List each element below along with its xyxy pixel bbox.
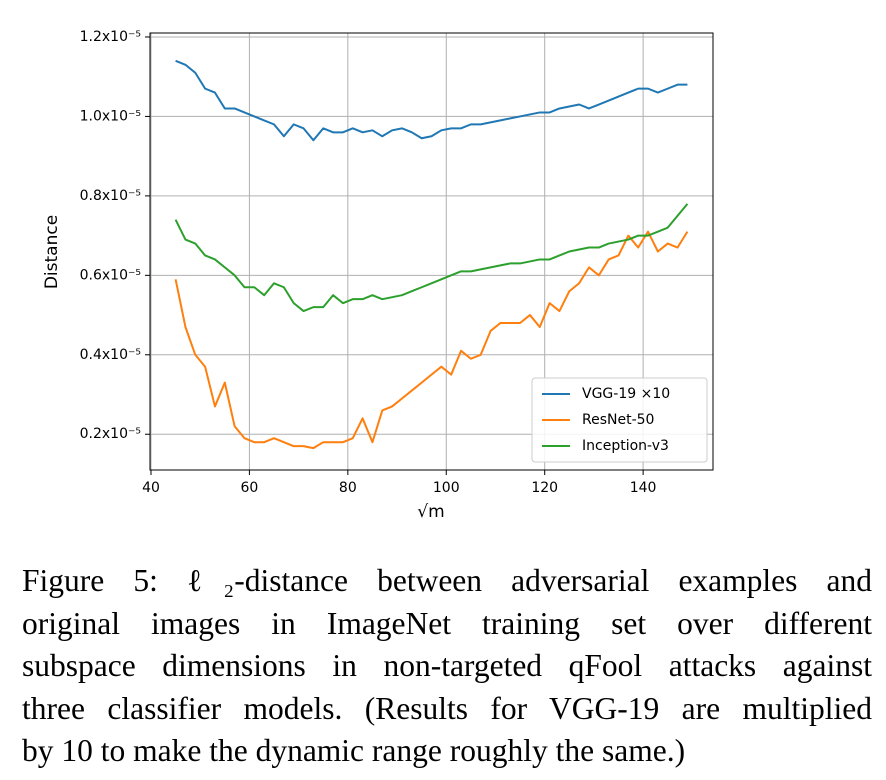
plot-frame	[149, 32, 714, 471]
x-tick-label: 140	[630, 480, 657, 496]
y-tick-label: 0.2x10⁻⁵	[80, 426, 141, 442]
y-axis-label: Distance	[42, 215, 62, 289]
x-tick-label: 40	[142, 480, 160, 496]
y-tick-label: 0.6x10⁻⁵	[80, 267, 141, 283]
legend: VGG-19 ×10 ResNet-50 Inception-v3	[531, 377, 708, 463]
line-series	[174, 203, 689, 313]
caption-line: Figure 5: ℓ₂-distance between adversaria…	[22, 563, 872, 598]
y-tick-label: 1.2x10⁻⁵	[80, 29, 141, 45]
legend-label: Inception-v3	[582, 438, 669, 454]
y-tick-label: 0.4x10⁻⁵	[80, 347, 141, 363]
chart: Distance √m 40 60 80 100 120 140 0.2x10⁻⁵ 0.4x1…	[42, 29, 714, 522]
caption-line: by 10 to make the dynamic range roughly …	[22, 733, 686, 768]
legend-box	[531, 377, 708, 463]
y-tick-label: 1.0x10⁻⁵	[80, 108, 141, 124]
caption-line: three classifier models. (Results for VG…	[22, 690, 872, 726]
line-series	[175, 59, 688, 142]
x-tick-label: 80	[339, 480, 357, 496]
x-tick-label: 60	[240, 480, 258, 496]
caption: Figure 5: ℓ₂-distance between adversaria…	[22, 560, 872, 773]
y-tick-label: 0.8x10⁻⁵	[80, 188, 141, 204]
x-tick-label: 100	[433, 480, 460, 496]
caption-line: original images in ImageNet training set…	[22, 605, 872, 641]
legend-label: ResNet-50	[582, 412, 654, 428]
caption-line: subspace dimensions in non-targeted qFoo…	[22, 648, 872, 683]
line-series	[174, 230, 689, 450]
x-tick-label: 120	[531, 480, 558, 496]
x-axis-label: √m	[417, 502, 444, 522]
legend-label: VGG-19 ×10	[582, 386, 670, 402]
